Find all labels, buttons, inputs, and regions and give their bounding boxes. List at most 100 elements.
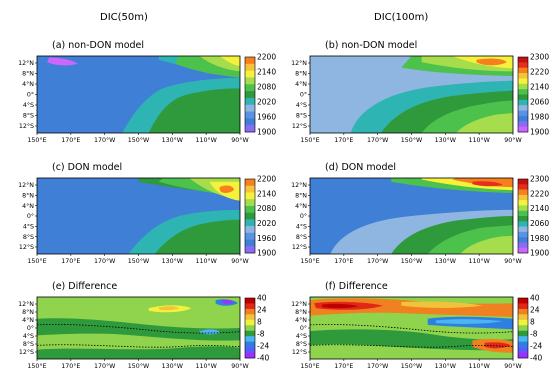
panel-e-colorbar-label: -8 xyxy=(257,330,265,339)
panel-b-colorbar-swatch xyxy=(518,105,528,111)
panel-b-xtick-label: 130°W xyxy=(435,136,457,144)
panel-f-ytick-label: 12°S xyxy=(292,348,307,356)
panel-e-field xyxy=(37,297,240,359)
panel-e-colorbar-label: -40 xyxy=(257,354,269,363)
panel-a-contour-2 xyxy=(148,88,240,133)
panel-f-colorbar-label: 40 xyxy=(530,294,540,303)
panel-e-colorbar-swatch xyxy=(245,325,255,332)
panel-a-xtick-label: 130°W xyxy=(162,136,184,144)
panel-b-colorbar: 2300 2220 2140 2060 1980 1900 xyxy=(517,53,549,137)
panel-a-colorbar-label: 2080 xyxy=(257,83,276,92)
panel-e-ytick-label: 12°N xyxy=(18,300,34,308)
panel-c-xtick-label: 130°W xyxy=(162,257,184,265)
panel-b-colorbar-swatch xyxy=(518,115,528,122)
panel-b-ytick-label: 4°S xyxy=(296,101,307,109)
panel-c-colorbar-label: 2140 xyxy=(257,189,276,198)
panel-a-colorbar-swatch xyxy=(245,70,255,78)
panel-b-colorbar-label: 2300 xyxy=(530,53,549,62)
panel-f-colorbar-frame xyxy=(517,297,529,359)
panel-b-colorbar-swatch xyxy=(518,121,528,127)
panel-c-ytick-label: 4°S xyxy=(23,223,34,231)
panel-c-colorbar-swatch xyxy=(245,239,255,247)
panel-f-xtick-label: 170°E xyxy=(334,362,353,370)
panel-c-ytick-label: 0° xyxy=(27,212,34,220)
panel-c-xtick-label: 110°W xyxy=(195,257,217,265)
panel-c-colorbar-label: 2200 xyxy=(257,175,276,184)
panel-d-colorbar-swatch xyxy=(518,247,528,254)
panel-d-ytick-label: 12°S xyxy=(292,243,307,251)
panel-e-colorbar-swatch xyxy=(245,308,255,315)
panel-b-colorbar-label: 2140 xyxy=(530,83,549,92)
panel-a-colorbar-swatch xyxy=(245,125,255,133)
panel-f-field xyxy=(310,297,513,359)
panel-d-colorbar-label: 2300 xyxy=(530,175,549,184)
panel-a-colorbar-label: 1900 xyxy=(257,128,276,137)
panel-c-colorbar: 2200 2140 2080 2020 1960 1900 xyxy=(244,175,276,258)
panel-b-colorbar-swatch xyxy=(518,89,528,95)
panel-a-contour-6 xyxy=(219,56,240,67)
panel-f-ytick-label: 8°S xyxy=(296,340,307,348)
panel-b-title: (b) non-DON model xyxy=(325,40,417,51)
panel-f-ytick-label: 0° xyxy=(300,324,307,332)
panel-d-xtick-label: 90°W xyxy=(504,257,522,265)
panel-c-xtick-label: 90°W xyxy=(231,257,249,265)
panel-e-colorbar-swatch xyxy=(245,303,255,310)
panel-b: (b) non-DON model 12°N 8°N 4°N 0° 4°S 8°S 12°S 1… xyxy=(291,40,549,144)
panel-f-colorbar-label: -8 xyxy=(530,330,538,339)
panel-b-ytick-label: 0° xyxy=(300,91,307,99)
panel-a-colorbar-swatch xyxy=(245,104,255,112)
panel-e: (e) Difference 12°N8°N4°N0°4°S8°S12°S 150°… xyxy=(18,281,269,370)
panel-f-colorbar-swatch xyxy=(518,330,528,337)
panel-b-contour-8 xyxy=(476,58,507,66)
panel-d: (d) DON model 12°N 8°N 4°N 0° 4°S 8°S 12°S 150°E… xyxy=(291,162,549,265)
panel-b-xtick-label: 170°W xyxy=(367,136,389,144)
panel-a-xtick-label: 170°E xyxy=(61,136,80,144)
panel-c-colorbar-label: 1960 xyxy=(257,234,276,243)
panel-c-colorbar-swatch xyxy=(245,232,255,240)
panel-f-xtick-label: 150°W xyxy=(401,362,423,370)
panel-d-colorbar-label: 1900 xyxy=(530,249,549,258)
panel-b-xtick-label: 150°W xyxy=(401,136,423,144)
panel-b-contour-4 xyxy=(456,112,513,133)
panel-d-colorbar-swatch xyxy=(518,242,528,249)
panel-a-ytick-label: 8°N xyxy=(22,70,34,78)
panel-d-colorbar-swatch xyxy=(518,184,528,190)
panel-d-xtick-label: 170°E xyxy=(334,257,353,265)
panel-e-colorbar-swatch xyxy=(245,314,255,321)
panel-c-colorbar-label: 2020 xyxy=(257,219,276,228)
column-title-right: DIC(100m) xyxy=(374,12,428,23)
panel-c-xtick-label: 170°E xyxy=(61,257,80,265)
panel-a-xtick-label: 110°W xyxy=(195,136,217,144)
panel-a-ytick-label: 0° xyxy=(27,91,34,99)
panels: (a) non-DON model12°N8°N4°N0°4°S8°S12°S1… xyxy=(18,40,549,370)
panel-a-ytick-label: 12°N xyxy=(18,59,34,67)
panel-f-colorbar-swatch xyxy=(518,319,528,326)
panel-f-colorbar-swatch xyxy=(518,352,528,359)
panel-e-title: (e) Difference xyxy=(52,281,117,292)
panel-a-title: (a) non-DON model xyxy=(52,40,144,51)
panel-e-colorbar-frame xyxy=(244,297,256,359)
panel-e-colorbar-label: 24 xyxy=(257,306,267,315)
panel-a-colorbar-swatch xyxy=(245,118,255,126)
panel-d-colorbar-swatch xyxy=(518,216,528,222)
panel-b-ytick-label: 8°S xyxy=(296,112,307,120)
panel-c-xtick-label: 150°E xyxy=(27,257,46,265)
panel-e-colorbar-swatch xyxy=(245,352,255,359)
panel-d-title: (d) DON model xyxy=(325,162,396,173)
panel-b-ytick-label: 8°N xyxy=(295,70,307,78)
panel-d-colorbar-label: 2060 xyxy=(530,219,549,228)
panel-c-ytick-label: 8°S xyxy=(23,233,34,241)
panel-a-ytick-label: 12°S xyxy=(19,122,34,130)
panel-d-ytick-label: 12°N xyxy=(291,181,307,189)
panel-f-contour-3 xyxy=(322,303,359,309)
panel-f-colorbar-swatch xyxy=(518,308,528,315)
panel-b-field xyxy=(310,56,513,133)
panel-e-colorbar-swatch xyxy=(245,330,255,337)
panel-d-xtick-label: 110°W xyxy=(468,257,490,265)
panel-a-ytick-label: 4°N xyxy=(22,80,34,88)
panel-a-colorbar-swatch xyxy=(245,97,255,106)
panel-d-xtick-label: 130°W xyxy=(435,257,457,265)
panel-b-colorbar-frame xyxy=(517,56,529,133)
panel-b-colorbar-swatch xyxy=(518,73,528,79)
